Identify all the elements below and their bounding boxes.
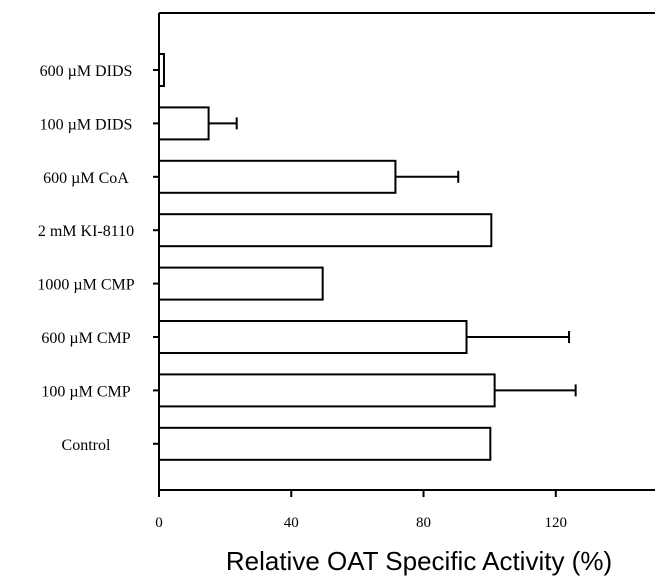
category-label-0: 600 µM DIDS [40, 63, 133, 80]
bar-6 [158, 373, 496, 408]
chart-axes [153, 12, 655, 497]
category-label-4: 1000 µM CMP [37, 277, 134, 294]
bar-3 [158, 213, 493, 248]
bar-0 [158, 53, 165, 87]
chart-bars [158, 53, 496, 461]
x-tick-label-0: 0 [155, 515, 163, 531]
category-label-2: 600 µM CoA [43, 170, 129, 187]
chart-error-bars [208, 117, 577, 397]
bar-7 [158, 426, 492, 461]
category-label-1: 100 µM DIDS [40, 116, 133, 133]
bar-4 [158, 266, 324, 301]
x-tick-label-1: 40 [284, 515, 299, 531]
bar-5 [158, 320, 468, 354]
x-tick-label-3: 120 [545, 515, 568, 531]
x-tick-labels: 0 40 80 120 [155, 515, 567, 531]
category-label-5: 600 µM CMP [41, 330, 130, 347]
category-labels: 600 µM DIDS 100 µM DIDS 600 µM CoA 2 mM KI-… [37, 63, 134, 454]
bar-1 [158, 106, 210, 141]
category-label-6: 100 µM CMP [41, 383, 130, 400]
x-axis-title: Relative OAT Specific Activity (%) [226, 546, 612, 576]
category-label-3: 2 mM KI-8110 [38, 223, 134, 240]
bar-2 [158, 159, 397, 194]
category-label-7: Control [62, 437, 111, 454]
x-tick-label-2: 80 [416, 515, 431, 531]
